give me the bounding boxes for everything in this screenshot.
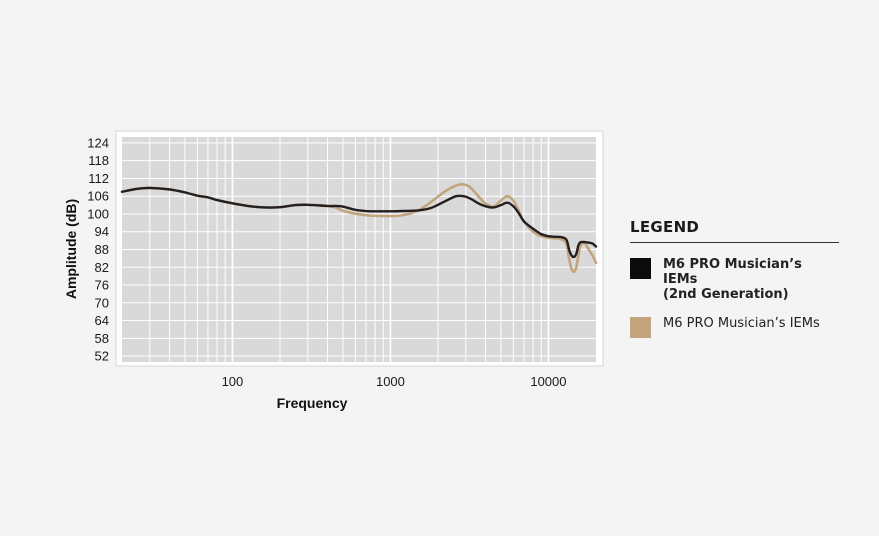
y-tick-label: 82 bbox=[95, 260, 109, 275]
y-tick-label: 70 bbox=[95, 295, 109, 310]
y-tick-label: 58 bbox=[95, 331, 109, 346]
y-tick-label: 112 bbox=[88, 171, 109, 186]
series-layer bbox=[120, 182, 598, 274]
legend-item-2nd-generation: M6 PRO Musician’s IEMs (2nd Generation) bbox=[630, 257, 839, 302]
series-line-2nd-generation bbox=[120, 186, 598, 259]
y-tick-label: 88 bbox=[95, 242, 109, 257]
legend-label-line1: M6 PRO Musician’s IEMs bbox=[663, 316, 820, 331]
legend-label: M6 PRO Musician’s IEMs bbox=[663, 316, 820, 331]
y-tick-label: 94 bbox=[95, 224, 109, 239]
legend-label: M6 PRO Musician’s IEMs (2nd Generation) bbox=[663, 257, 839, 302]
legend-swatch-tan bbox=[630, 317, 651, 338]
y-tick-label: 124 bbox=[87, 135, 109, 150]
legend-swatch-black bbox=[630, 258, 651, 279]
legend: LEGEND M6 PRO Musician’s IEMs (2nd Gener… bbox=[630, 218, 839, 338]
x-tick-label: 1000 bbox=[376, 374, 405, 389]
y-axis-title: Amplitude (dB) bbox=[63, 199, 79, 299]
x-tick-label: 10000 bbox=[530, 374, 566, 389]
y-axis-tick-labels: 124 118 112 106 100 94 88 82 76 70 64 58 52 bbox=[87, 135, 109, 363]
y-tick-label: 52 bbox=[95, 349, 109, 364]
legend-title: LEGEND bbox=[630, 218, 839, 243]
x-axis-title: Frequency bbox=[277, 395, 348, 411]
legend-item-original: M6 PRO Musician’s IEMs bbox=[630, 316, 839, 338]
x-tick-label: 100 bbox=[222, 374, 244, 389]
x-axis-tick-labels: 100 1000 10000 bbox=[222, 374, 567, 389]
y-tick-label: 76 bbox=[95, 278, 109, 293]
y-tick-label: 100 bbox=[87, 206, 109, 221]
y-tick-label: 106 bbox=[87, 189, 109, 204]
legend-label-line2: (2nd Generation) bbox=[663, 287, 789, 302]
y-tick-label: 118 bbox=[88, 153, 109, 168]
legend-label-line1: M6 PRO Musician’s IEMs bbox=[663, 257, 802, 287]
y-tick-label: 64 bbox=[95, 313, 109, 328]
